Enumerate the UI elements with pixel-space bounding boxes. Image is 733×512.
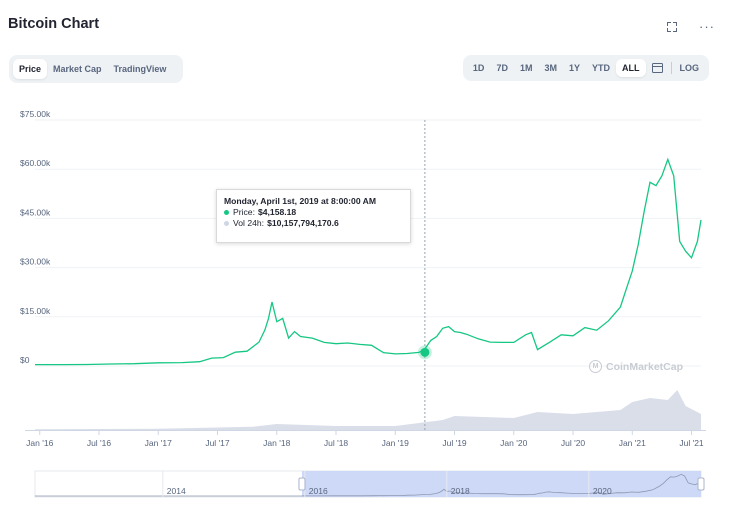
chart-title: Bitcoin Chart	[8, 16, 100, 32]
x-tick-label: Jan '18	[263, 438, 290, 448]
tab-tradingview[interactable]: TradingView	[113, 64, 167, 74]
range-1d[interactable]: 1D	[472, 63, 485, 73]
range-1m[interactable]: 1M	[519, 63, 533, 73]
navigator-year-label: 2016	[309, 486, 328, 496]
fullscreen-icon[interactable]	[667, 22, 677, 32]
y-tick-label: $60.00k	[20, 158, 51, 168]
range-ytd[interactable]: YTD	[592, 63, 610, 73]
x-tick-label: Jul '17	[205, 438, 230, 448]
navigator-handle[interactable]	[298, 477, 306, 491]
x-tick-label: Jul '21	[679, 438, 704, 448]
range-3m[interactable]: 3M	[544, 63, 557, 73]
x-tick-label: Jul '16	[87, 438, 112, 448]
x-tick-label: Jan '16	[26, 438, 53, 448]
x-tick-label: Jul '19	[442, 438, 467, 448]
x-tick-label: Jul '18	[324, 438, 349, 448]
price-series-line	[35, 157, 702, 366]
range-selector: 1D 7D 1M 3M 1Y YTD ALL LOG	[462, 55, 709, 81]
x-tick-label: Jan '21	[619, 438, 646, 448]
x-tick-label: Jan '17	[145, 438, 172, 448]
tooltip-price-row: Price: $4,158.18	[224, 207, 403, 218]
y-tick-label: $45.00k	[20, 207, 51, 217]
y-tick-label: $75.00k	[20, 109, 51, 119]
hover-point-halo	[417, 345, 432, 360]
navigator-year-label: 2014	[167, 486, 186, 496]
range-1y[interactable]: 1Y	[568, 63, 580, 73]
tooltip-date: Monday, April 1st, 2019 at 8:00:00 AM	[224, 196, 377, 206]
tooltip-volume-row: Vol 24h: $10,157,794,170.6	[224, 218, 403, 229]
navigator-handle[interactable]	[697, 477, 705, 491]
navigator-series-line	[35, 473, 702, 497]
x-axis: Jan '16 Jul '16 Jan '17 Jul '17 Jan '18 Jul '…	[25, 430, 706, 448]
navigator-selection[interactable]	[301, 471, 701, 497]
tooltip-price-label: Price:	[233, 207, 255, 217]
price-tooltip: Monday, April 1st, 2019 at 8:00:00 AM Pr…	[216, 189, 411, 243]
x-tick-label: Jan '20	[500, 438, 527, 448]
log-scale-toggle[interactable]: LOG	[679, 63, 700, 73]
y-tick-label: $30.00k	[20, 257, 51, 267]
view-tabs: Price Market Cap TradingView	[9, 55, 183, 83]
volume-legend-dot	[224, 221, 229, 226]
coinmarketcap-watermark: M CoinMarketCap	[589, 360, 683, 373]
y-tick-label: $0	[20, 355, 30, 365]
navigator: 2014 2016 2018 2020	[34, 470, 705, 498]
volume-bars	[35, 390, 701, 430]
tooltip-price-value: $4,158.18	[257, 207, 297, 217]
calendar-icon[interactable]	[651, 63, 663, 73]
volume-area	[35, 390, 701, 430]
coinmarketcap-logo-icon: M	[589, 360, 602, 373]
watermark-text: CoinMarketCap	[606, 360, 684, 373]
navigator-year-label: 2020	[593, 486, 612, 496]
tab-market-cap[interactable]: Market Cap	[53, 64, 102, 74]
tooltip-volume-label: Vol 24h:	[233, 218, 265, 228]
chart-top-icons: ···	[667, 19, 715, 34]
more-icon[interactable]: ···	[699, 19, 715, 34]
range-separator	[670, 62, 672, 74]
navigator-year-label: 2018	[451, 486, 470, 496]
tab-price[interactable]: Price	[13, 59, 48, 79]
y-axis: $0 $15.00k $30.00k $45.00k $60.00k $75.00k	[20, 109, 51, 365]
x-tick-label: Jul '20	[561, 438, 586, 448]
range-all[interactable]: ALL	[616, 59, 646, 77]
x-tick-label: Jan '19	[382, 438, 409, 448]
y-tick-label: $15.00k	[20, 306, 51, 316]
hover-point-marker	[420, 347, 430, 357]
price-legend-dot	[224, 210, 229, 215]
chart-grid	[35, 119, 701, 367]
tooltip-volume-value: $10,157,794,170.6	[267, 218, 339, 228]
range-7d[interactable]: 7D	[496, 63, 508, 73]
